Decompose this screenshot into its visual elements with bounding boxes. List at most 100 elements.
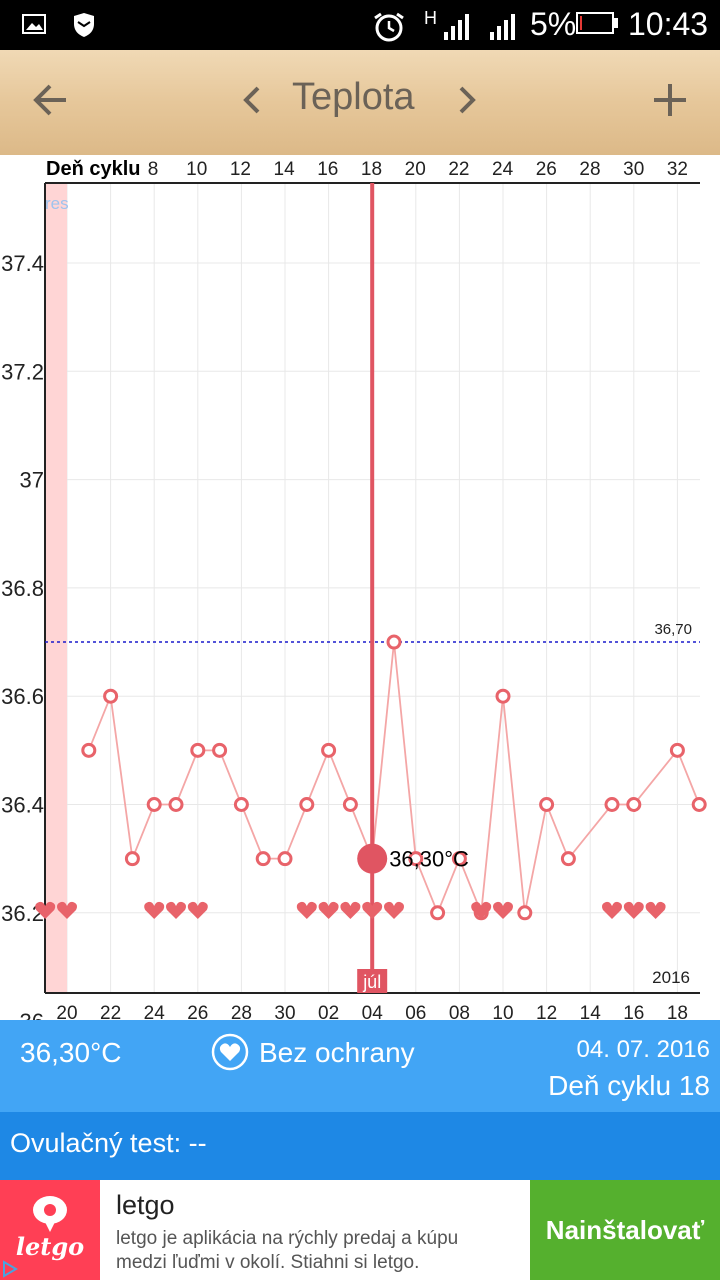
data-point: [604, 797, 620, 812]
data-point: [691, 797, 707, 812]
intercourse-heart: [602, 901, 622, 919]
clock: 10:43: [628, 6, 709, 42]
intercourse-heart: [296, 901, 317, 919]
ad-banner[interactable]: letgo letgo letgo je aplikácia na rýchly…: [0, 1180, 720, 1280]
intercourse-heart: [144, 901, 165, 919]
ovulation-test-row[interactable]: Ovulačný test: --: [0, 1112, 720, 1180]
data-point: [342, 797, 358, 812]
y-tick-label: 37.2: [1, 359, 44, 384]
data-point: [430, 905, 446, 921]
selected-point: [357, 843, 388, 874]
intercourse-heart: [645, 901, 666, 919]
bottom-tick-label: 24: [144, 1003, 166, 1020]
chart-svg[interactable]: res Deň cyklu 8 10 12 14 16 18 20 22 24 26 28 30 32 37.…: [0, 155, 720, 1034]
intercourse-heart: [471, 901, 492, 919]
protection-label: Bez ochrany: [259, 1037, 415, 1068]
top-tick-label: 8: [148, 159, 159, 180]
month-marker: [357, 969, 388, 993]
intercourse-heart: [35, 901, 56, 919]
info-panel[interactable]: 36,30°C Bez ochrany 04. 07. 2016 Deň cyk…: [0, 1020, 720, 1112]
y-tick-label: 37: [20, 468, 44, 493]
bottom-tick-label: 18: [667, 1003, 688, 1020]
ad-choices-icon[interactable]: [2, 1260, 18, 1283]
coverline-label: 36,70: [654, 621, 692, 638]
top-tick-label: 22: [448, 159, 469, 180]
y-tick-label: 36: [20, 1009, 44, 1020]
arrow-left-icon[interactable]: [30, 78, 70, 127]
period-band: [45, 183, 67, 993]
data-point: [539, 797, 555, 812]
y-tick-label: 36.4: [1, 793, 44, 818]
intercourse-heart: [623, 901, 644, 919]
bottom-tick-label: 04: [362, 1003, 384, 1020]
intercourse-heart: [384, 901, 404, 919]
cycle-day-label: Deň cyklu 18: [548, 1070, 710, 1101]
top-tick-label: 10: [186, 159, 207, 180]
y-tick-label: 36.8: [1, 576, 44, 601]
bottom-tick-label: 02: [318, 1003, 339, 1020]
ad-logo-text: letgo: [15, 1232, 85, 1261]
install-button[interactable]: Nainštalovať: [530, 1180, 720, 1280]
month-marker-label: júl: [362, 972, 381, 992]
selected-value-label: 36,30°C: [389, 847, 469, 872]
y-tick-label: 37.4: [1, 251, 44, 276]
top-axis-label: Deň cyklu: [46, 158, 140, 180]
top-tick-label: 12: [230, 159, 251, 180]
image-icon: [20, 12, 48, 38]
temperature-value: 36,30°C: [20, 1037, 122, 1068]
data-point: [103, 688, 119, 704]
battery-percent: 5%: [530, 6, 577, 42]
shield-icon: [70, 12, 98, 38]
chevron-left-icon[interactable]: [240, 84, 264, 121]
top-tick-label: 26: [536, 159, 557, 180]
data-point: [168, 797, 184, 812]
temperature-chart[interactable]: res Deň cyklu 8 10 12 14 16 18 20 22 24 26 28 30 32 37.…: [0, 155, 720, 1034]
data-point: [255, 851, 271, 867]
bottom-tick-label: 28: [231, 1003, 252, 1020]
intercourse-heart: [166, 901, 186, 919]
data-point: [277, 851, 293, 867]
heart-icon: [210, 1032, 250, 1077]
bottom-tick-label: 10: [492, 1003, 513, 1020]
data-point: [669, 742, 685, 758]
y-tick-label: 36.6: [1, 684, 44, 709]
top-tick-label: 32: [667, 159, 688, 180]
top-tick-label: 16: [317, 159, 338, 180]
battery-icon: [576, 12, 614, 34]
bottom-tick-label: 06: [405, 1003, 426, 1020]
data-point: [626, 797, 642, 812]
data-point: [560, 851, 576, 867]
network-type: H: [424, 8, 437, 28]
bottom-tick-label: 20: [56, 1003, 77, 1020]
chevron-right-icon[interactable]: [455, 84, 479, 121]
data-point: [212, 742, 228, 758]
bottom-tick-label: 08: [449, 1003, 470, 1020]
data-point: [81, 742, 97, 758]
series-line: [87, 641, 701, 916]
ad-logo[interactable]: letgo: [0, 1180, 100, 1280]
partial-label: res: [45, 194, 69, 213]
signal-icon: [444, 12, 469, 40]
intercourse-heart: [493, 901, 513, 919]
data-point: [451, 851, 467, 867]
data-point: [190, 742, 206, 758]
ovulation-test-label: Ovulačný test: --: [10, 1128, 207, 1158]
date-label: 04. 07. 2016: [576, 1036, 710, 1063]
bottom-tick-label: 22: [100, 1003, 121, 1020]
data-point: [495, 688, 511, 704]
toolbar: Teplota: [0, 50, 720, 158]
top-tick-label: 18: [361, 159, 382, 180]
data-point: [386, 634, 402, 650]
data-point: [408, 851, 424, 867]
intercourse-heart: [362, 901, 383, 919]
plus-icon[interactable]: [652, 80, 688, 125]
bottom-tick-label: 30: [274, 1003, 295, 1020]
top-tick-label: 24: [492, 159, 514, 180]
data-point: [517, 905, 533, 921]
top-tick-label: 20: [405, 159, 426, 180]
status-bar: H 5% 10:43: [0, 0, 720, 50]
bottom-tick-label: 16: [623, 1003, 644, 1020]
signal-icon: [490, 12, 515, 40]
data-point: [146, 797, 162, 812]
intercourse-heart: [318, 901, 339, 919]
